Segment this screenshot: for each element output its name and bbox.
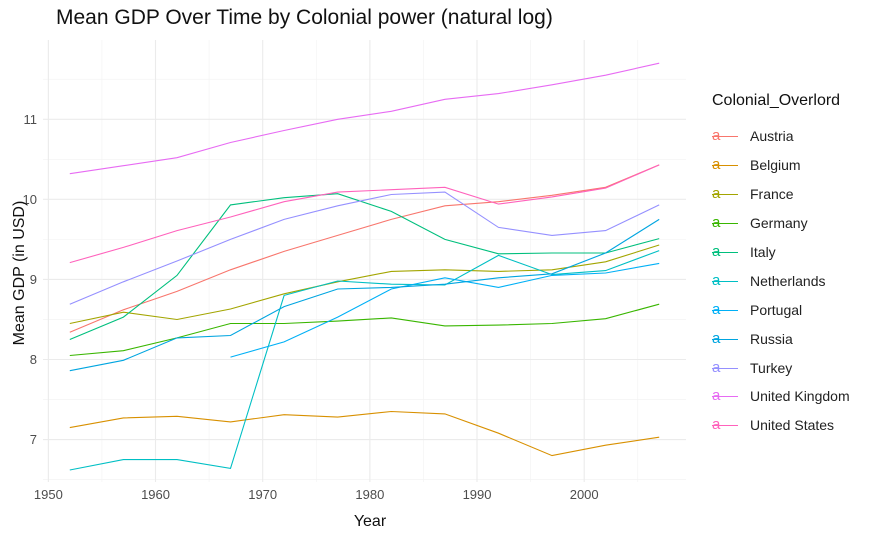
series-line-united-kingdom [69, 62, 660, 175]
legend-item-russia: a Russia [712, 324, 850, 353]
legend: Colonial_Overlord a Austria a Belgium a Franc… [712, 92, 850, 440]
legend-item-united-kingdom: a United Kingdom [712, 382, 850, 411]
legend-item-turkey: a Turkey [712, 353, 850, 382]
y-tick-label: 9 [30, 272, 37, 287]
legend-label: Russia [750, 330, 793, 347]
legend-item-austria: a Austria [712, 122, 850, 151]
series-line-russia [69, 218, 660, 372]
legend-label: Austria [750, 128, 794, 145]
y-tick-label: 10 [23, 192, 37, 207]
legend-key-france: a [712, 184, 738, 204]
series-line-netherlands [69, 250, 660, 471]
series-line-italy [69, 193, 660, 341]
legend-label: France [750, 186, 794, 203]
legend-key-italy: a [712, 242, 738, 262]
series-line-turkey [69, 191, 660, 305]
legend-label: Netherlands [750, 272, 826, 289]
legend-label: United States [750, 417, 835, 434]
legend-item-italy: a Italy [712, 238, 850, 267]
legend-item-portugal: a Portugal [712, 295, 850, 324]
gridlines [43, 40, 686, 482]
x-tick-label: 1960 [141, 487, 170, 502]
legend-key-turkey: a [712, 358, 738, 378]
legend-item-belgium: a Belgium [712, 151, 850, 180]
x-axis-title: Year [354, 513, 387, 530]
chart-title: Mean GDP Over Time by Colonial power (na… [56, 6, 553, 29]
y-tick-label: 11 [24, 112, 38, 127]
series-line-belgium [69, 410, 660, 457]
x-tick-label: 1950 [34, 487, 63, 502]
legend-title: Colonial_Overlord [712, 92, 841, 109]
legend-label: Turkey [750, 359, 793, 376]
series-line-united-states [69, 164, 660, 264]
legend-key-united-states: a [712, 415, 738, 435]
series-line-france [69, 244, 660, 325]
legend-key-netherlands: a [712, 271, 738, 291]
y-tick-label: 8 [30, 352, 37, 367]
legend-item-netherlands: a Netherlands [712, 266, 850, 295]
series-line-portugal [230, 262, 660, 358]
x-tick-label: 1980 [355, 487, 384, 502]
legend-key-austria: a [712, 126, 738, 146]
legend-items: a Austria a Belgium a France a Germany a Italy a Ne… [712, 122, 850, 440]
legend-key-united-kingdom: a [712, 386, 738, 406]
legend-label: Belgium [750, 157, 801, 174]
legend-label: United Kingdom [750, 388, 850, 405]
legend-item-germany: a Germany [712, 209, 850, 238]
series-line-austria [69, 164, 660, 333]
x-tick-label: 2000 [570, 487, 599, 502]
legend-key-germany: a [712, 213, 738, 233]
legend-key-belgium: a [712, 155, 738, 175]
x-tick-label: 1970 [248, 487, 277, 502]
legend-label: Germany [750, 215, 808, 232]
series-line-germany [69, 303, 660, 357]
x-tick-label: 1990 [463, 487, 492, 502]
legend-item-united-states: a United States [712, 411, 850, 440]
legend-label: Portugal [750, 301, 803, 318]
y-axis-title: Mean GDP (in USD) [11, 201, 28, 346]
tick-labels: 1950 1960 1970 1980 1990 2000 7 8 9 10 11 [23, 112, 599, 502]
legend-key-russia: a [712, 329, 738, 349]
y-tick-label: 7 [30, 432, 37, 447]
series-lines [69, 62, 660, 471]
legend-item-france: a France [712, 180, 850, 209]
legend-key-portugal: a [712, 300, 738, 320]
legend-label: Italy [750, 244, 776, 260]
